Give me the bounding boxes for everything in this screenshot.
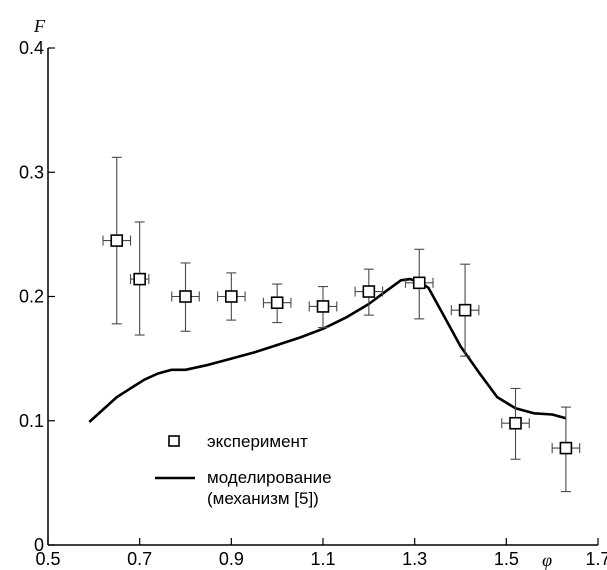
- point-marker: [110, 234, 124, 247]
- x-tick-label: 1.1: [310, 549, 335, 569]
- y-tick-label: 0.4: [19, 38, 44, 58]
- x-tick-label: 0.5: [35, 549, 60, 569]
- data-point: [217, 272, 246, 321]
- data-point: [501, 387, 530, 460]
- point-marker: [316, 300, 330, 313]
- y-axis-label: F: [33, 16, 46, 36]
- model-line: [88, 277, 567, 423]
- axis-labels: F φ: [33, 16, 552, 570]
- point-marker: [412, 276, 426, 290]
- x-tick-label: 1.7: [585, 549, 607, 569]
- y-tick-label: 0.1: [19, 411, 44, 431]
- legend-label-model-mechanism: (механизм [5]): [207, 489, 319, 508]
- x-axis-label: φ: [542, 550, 552, 570]
- x-tick-label: 0.9: [219, 549, 244, 569]
- point-marker: [559, 441, 573, 455]
- data-point: [308, 286, 338, 329]
- y-tick-label: 0.2: [19, 287, 44, 307]
- legend-label-model: моделирование: [207, 468, 332, 487]
- y-tick-label: 0: [34, 535, 44, 555]
- data-point: [404, 248, 434, 320]
- data-point: [171, 262, 200, 332]
- data-point: [129, 221, 150, 336]
- data-point: [551, 406, 581, 493]
- axis-ticks: 0 0.1 0.2 0.3 0.4 0.5 0.7 0.9 1.1 1.3 1.5 1.7: [19, 38, 607, 569]
- data-point: [262, 283, 292, 324]
- model-line-group: [88, 277, 567, 423]
- point-marker: [179, 290, 192, 303]
- point-marker: [225, 290, 238, 303]
- point-marker: [362, 285, 376, 298]
- data-point: [450, 263, 480, 357]
- x-tick-label: 1.5: [494, 549, 519, 569]
- data-point: [102, 156, 132, 325]
- point-marker: [509, 416, 522, 430]
- legend-marker-square: [168, 435, 180, 447]
- point-marker: [270, 296, 284, 310]
- experiment-points-group: [102, 156, 581, 493]
- legend-label-experiment: эксперимент: [207, 432, 308, 451]
- point-marker: [133, 272, 146, 286]
- y-tick-label: 0.3: [19, 162, 44, 182]
- x-tick-label: 1.3: [402, 549, 427, 569]
- x-tick-label: 0.7: [127, 549, 152, 569]
- data-point: [354, 268, 384, 316]
- point-marker: [458, 303, 472, 317]
- legend: эксперимент моделирование (механизм [5]): [155, 432, 332, 508]
